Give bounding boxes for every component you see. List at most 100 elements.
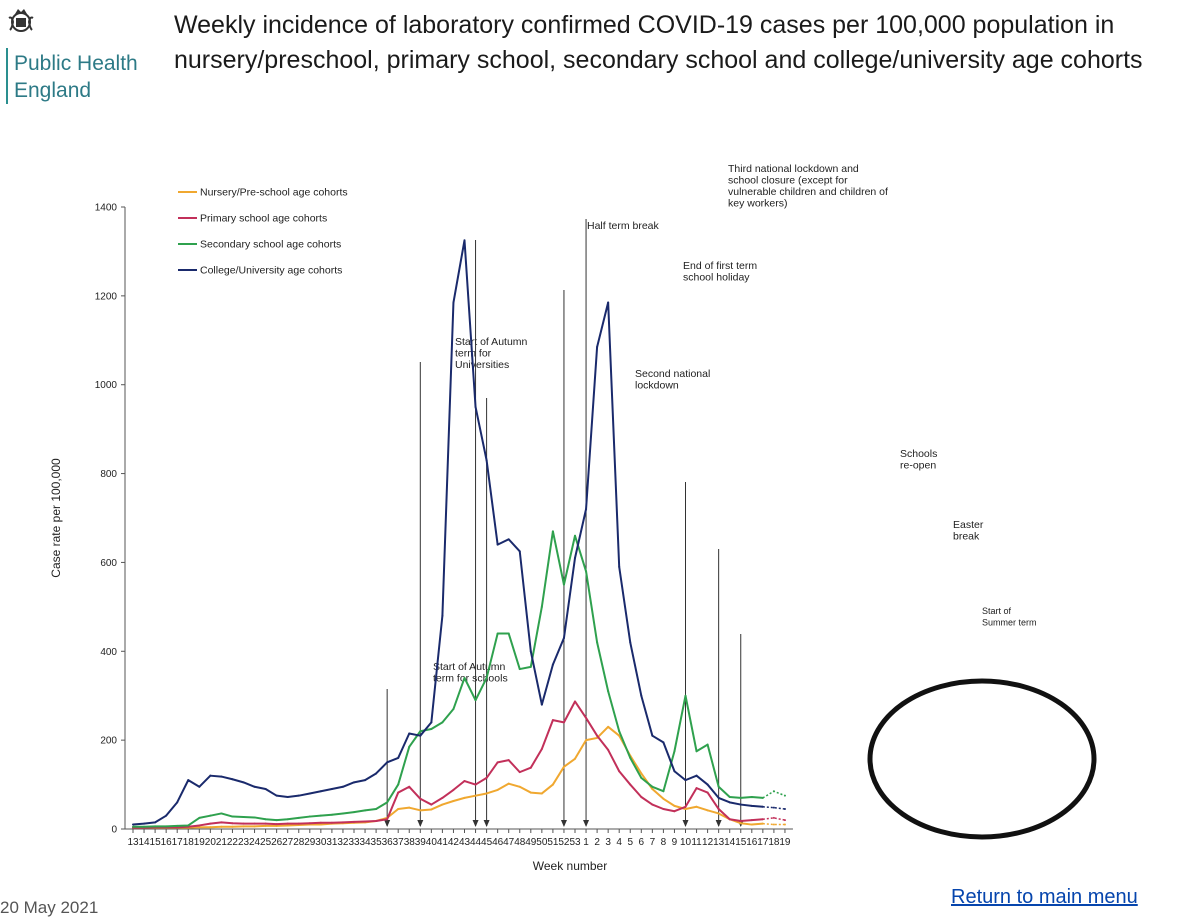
series-0-point	[717, 812, 720, 815]
series-2-point	[264, 818, 267, 821]
x-axis-label: Week number	[533, 859, 607, 873]
series-1-point	[341, 821, 344, 824]
series-1-point	[507, 759, 510, 762]
series-2-point	[441, 721, 444, 724]
series-3-point	[562, 636, 565, 639]
series-0-point	[529, 791, 532, 794]
x-tick-label: 34	[359, 837, 371, 848]
x-tick-label: 25	[260, 837, 272, 848]
x-tick-label: 40	[426, 837, 438, 848]
series-1-point	[198, 824, 201, 827]
x-tick-label: 44	[470, 837, 482, 848]
series-2-point	[518, 668, 521, 671]
series-0-point	[231, 825, 234, 828]
series-1-point	[706, 791, 709, 794]
series-3-point	[364, 779, 367, 782]
x-tick-label: 13	[127, 837, 139, 848]
series-2-point	[253, 816, 256, 819]
y-tick-label: 200	[100, 736, 117, 747]
x-tick-label: 15	[150, 837, 162, 848]
series-0-point	[286, 824, 289, 827]
series-2-point	[154, 825, 157, 828]
x-tick-label: 50	[536, 837, 548, 848]
series-3-point	[728, 801, 731, 804]
series-0-point	[463, 796, 466, 799]
series-3-point	[209, 774, 212, 777]
series-1-point	[518, 771, 521, 774]
series-3-point	[651, 734, 654, 737]
series-2-point	[165, 825, 168, 828]
series-1-point	[783, 819, 786, 822]
series-1-point	[761, 818, 764, 821]
series-3-point	[375, 772, 378, 775]
x-tick-label: 5	[627, 837, 633, 848]
series-3-point	[706, 783, 709, 786]
series-3-point	[662, 741, 665, 744]
series-0-point	[772, 823, 775, 826]
x-tick-label: 26	[271, 837, 283, 848]
series-0-point	[518, 785, 521, 788]
x-tick-label: 47	[503, 837, 515, 848]
x-tick-label: 23	[238, 837, 250, 848]
series-3-point	[198, 785, 201, 788]
x-tick-label: 32	[337, 837, 349, 848]
y-tick-label: 1000	[95, 380, 118, 391]
series-1-point	[772, 816, 775, 819]
series-2-point	[662, 790, 665, 793]
series-2-point	[783, 794, 786, 797]
return-to-main-menu-link[interactable]: Return to main menu	[951, 886, 1138, 908]
series-1-point	[441, 796, 444, 799]
series-3-point	[772, 806, 775, 809]
series-2-point	[275, 819, 278, 822]
annotation-text-third-lockdown: Third national lockdown and	[728, 163, 859, 175]
x-tick-label: 9	[672, 837, 678, 848]
series-1-point	[408, 785, 411, 788]
x-tick-label: 28	[293, 837, 305, 848]
series-0-point	[419, 809, 422, 812]
series-2-point	[529, 665, 532, 668]
series-1-point	[397, 791, 400, 794]
x-tick-label: 11	[691, 837, 702, 848]
annotation-text-summer-term: Start of	[982, 606, 1012, 616]
series-2-point	[353, 811, 355, 814]
annotation-arrowhead	[417, 820, 424, 827]
series-3-point	[231, 778, 234, 781]
series-line-0	[133, 725, 763, 829]
series-3-point	[684, 779, 687, 782]
series-3-point	[330, 788, 333, 791]
annotation-text-end-first-term: End of first term	[683, 260, 757, 272]
x-tick-label: 33	[348, 837, 360, 848]
annotation-text-autumn-universities: Start of Autumn	[455, 336, 528, 348]
series-3-point	[319, 790, 322, 793]
series-0-point	[651, 788, 654, 791]
series-1-point	[717, 808, 720, 811]
series-1-point	[651, 803, 654, 806]
series-1-point	[286, 822, 289, 825]
series-0-point	[209, 826, 212, 829]
series-2-point	[728, 796, 731, 799]
annotation-text-summer-term: Summer term	[982, 618, 1037, 628]
series-3-point	[474, 405, 477, 408]
series-1-point	[375, 820, 378, 823]
x-tick-label: 17	[757, 837, 769, 848]
series-0-point	[220, 825, 223, 828]
y-axis-label: Case rate per 100,000	[49, 458, 63, 578]
series-1-point	[242, 822, 245, 825]
series-2-point	[231, 815, 234, 818]
x-tick-label: 22	[227, 837, 239, 848]
highlight-circle	[867, 678, 1097, 840]
series-0-point	[618, 734, 621, 737]
series-1-point	[209, 822, 212, 825]
x-tick-label: 3	[605, 837, 611, 848]
x-tick-label: 17	[172, 837, 184, 848]
series-2-point	[585, 570, 588, 573]
series-2-point	[551, 530, 554, 533]
series-3-point	[518, 550, 521, 553]
series-1-point	[695, 787, 698, 790]
series-1-point	[496, 761, 499, 764]
annotation-text-third-lockdown: vulnerable children and children of	[728, 186, 888, 198]
y-tick-label: 1200	[95, 291, 118, 302]
series-2-point	[717, 785, 720, 788]
x-tick-label: 35	[371, 837, 383, 848]
series-3-point	[783, 808, 786, 811]
